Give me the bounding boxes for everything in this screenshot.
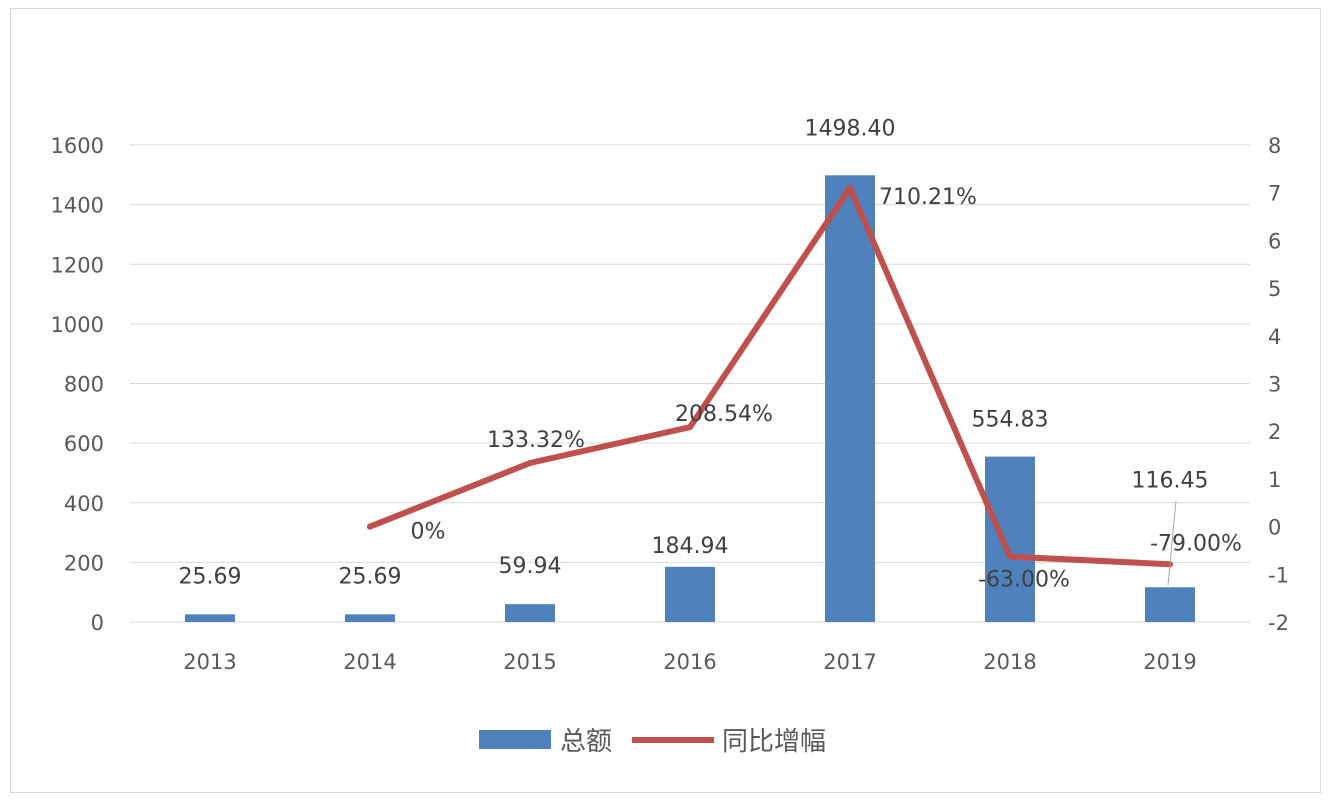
data-labels: 25.69 25.69 59.94 184.94 1498.40 554.83 116.45… (179, 116, 1242, 592)
legend-label-bar: 总额 (560, 727, 612, 757)
bar-data-label: 25.69 (179, 564, 242, 589)
line-point (527, 460, 533, 467)
bar (985, 456, 1035, 622)
right-tick-label: 5 (1268, 277, 1281, 301)
right-tick-label: 6 (1268, 229, 1281, 253)
bar-series (185, 175, 1195, 623)
x-tick-label: 2017 (823, 650, 876, 674)
bar-data-label: 554.83 (972, 408, 1049, 433)
chart-frame (10, 8, 1321, 793)
left-tick-label: 200 (64, 551, 104, 575)
label-leader-line (1167, 501, 1177, 586)
bar (665, 566, 715, 622)
right-tick-label: 2 (1268, 420, 1281, 444)
x-tick-label: 2016 (663, 650, 716, 674)
bar (825, 175, 875, 623)
right-axis-ticks: -2 -1 0 1 2 3 4 5 6 7 8 (1268, 134, 1289, 635)
line-point (367, 523, 373, 530)
bar-data-label: 116.45 (1132, 468, 1209, 493)
x-tick-label: 2019 (1143, 650, 1196, 674)
left-tick-label: 600 (64, 432, 104, 456)
line-data-label: 710.21% (879, 185, 977, 210)
left-tick-label: 800 (64, 373, 104, 397)
bar-data-label: 1498.40 (805, 116, 896, 141)
left-tick-label: 1200 (51, 253, 104, 277)
left-axis-ticks: 0 200 400 600 800 1000 1200 1400 1600 (51, 134, 104, 635)
bar-data-label: 184.94 (652, 534, 729, 559)
line-point (1007, 553, 1013, 560)
bar (185, 614, 235, 622)
x-axis-ticks: 2013 2014 2015 2016 2017 2018 2019 (183, 650, 1196, 674)
x-tick-label: 2018 (983, 650, 1036, 674)
line-data-label: 208.54% (675, 402, 773, 427)
bar (345, 614, 395, 622)
bar (505, 604, 555, 622)
legend: 总额 同比增幅 (479, 727, 826, 757)
right-tick-label: 7 (1268, 182, 1281, 206)
left-tick-label: 400 (64, 492, 104, 516)
line-path (367, 184, 1173, 568)
legend-swatch-bar (479, 730, 551, 749)
right-tick-label: 3 (1268, 373, 1281, 397)
x-tick-label: 2014 (343, 650, 396, 674)
right-tick-label: 0 (1268, 516, 1281, 540)
bar-data-label: 25.69 (339, 564, 402, 589)
right-tick-label: -1 (1268, 563, 1289, 587)
left-tick-label: 0 (91, 611, 104, 635)
left-tick-label: 1600 (51, 134, 104, 158)
line-data-label: 0% (411, 520, 446, 545)
line-point (687, 424, 693, 431)
legend-label-line: 同比增幅 (722, 727, 826, 757)
line-series (367, 184, 1173, 568)
bar (1145, 587, 1195, 622)
gridlines (130, 144, 1250, 623)
x-tick-label: 2015 (503, 650, 556, 674)
left-tick-label: 1000 (51, 313, 104, 337)
line-data-label: -79.00% (1150, 531, 1242, 556)
left-tick-label: 1400 (51, 194, 104, 218)
bar-data-label: 59.94 (499, 554, 562, 579)
right-tick-label: -2 (1268, 611, 1289, 635)
right-tick-label: 4 (1268, 325, 1281, 349)
line-data-label: -63.00% (978, 568, 1070, 593)
right-tick-label: 8 (1268, 134, 1281, 158)
right-tick-label: 1 (1268, 468, 1281, 492)
line-data-label: 133.32% (487, 428, 585, 453)
x-tick-label: 2013 (183, 650, 236, 674)
line-point (847, 184, 853, 191)
